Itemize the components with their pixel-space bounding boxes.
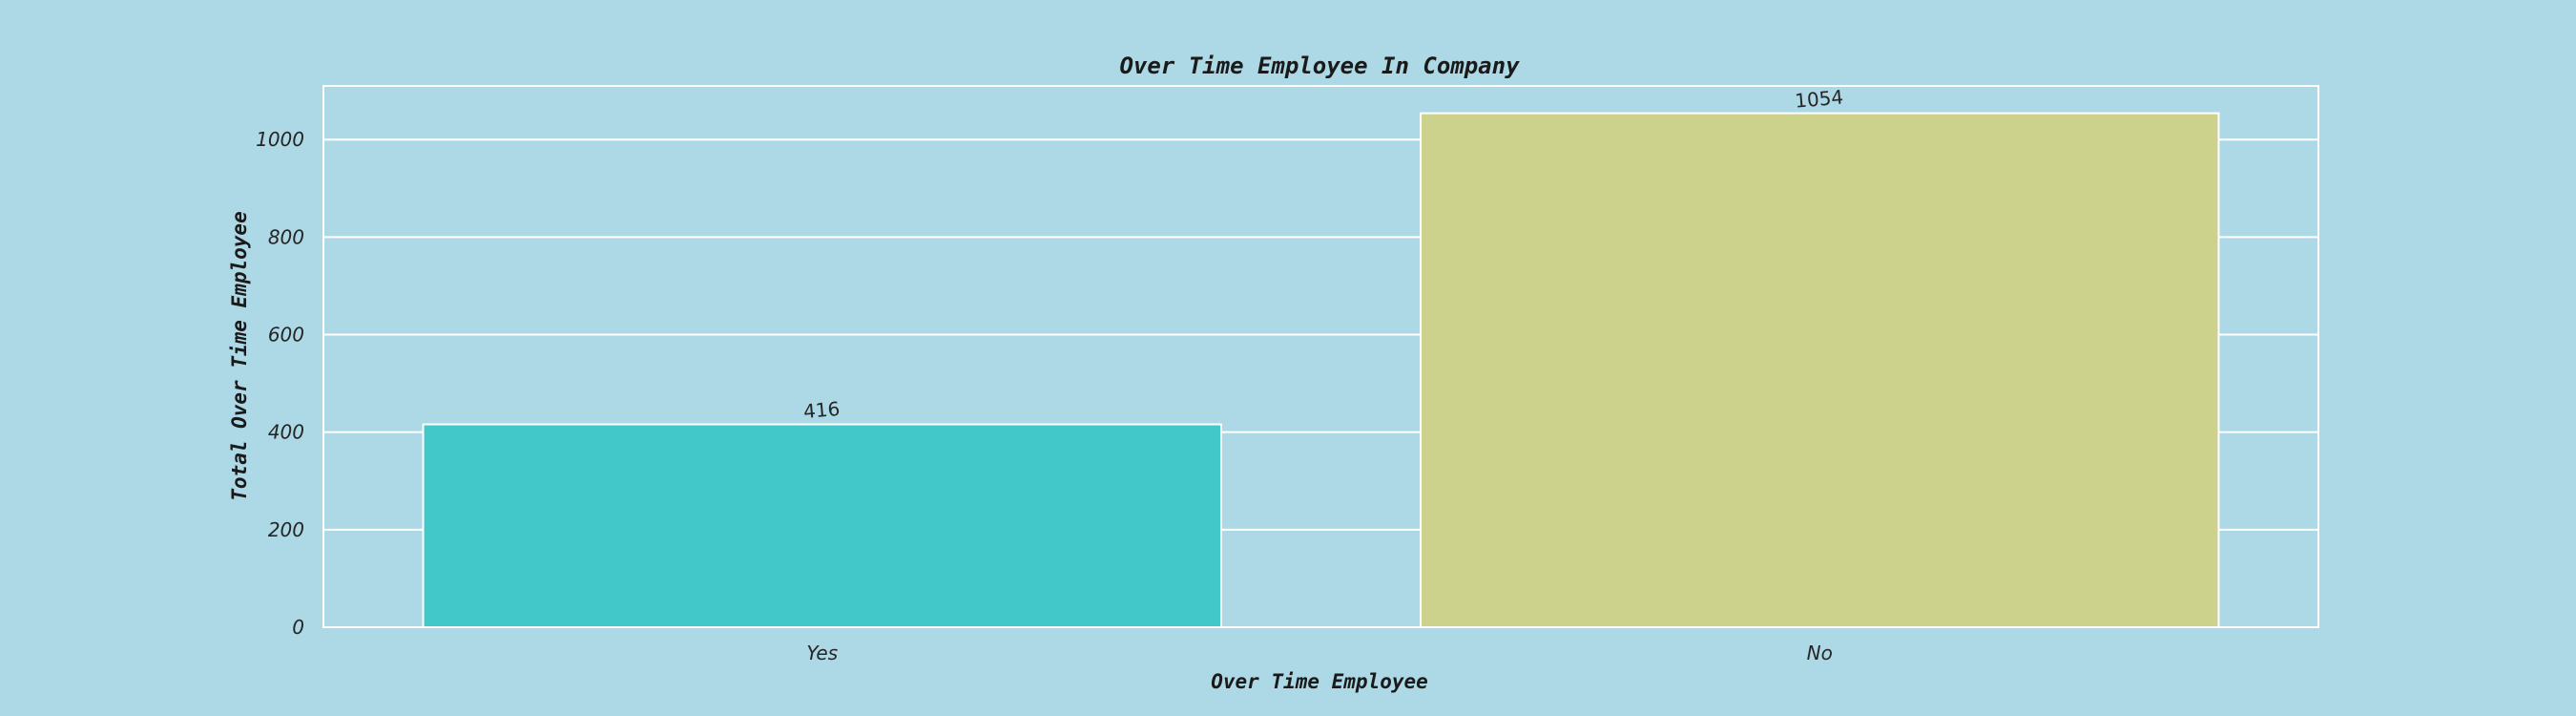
x-tick-labels: Yes No xyxy=(806,642,1832,664)
y-tick-label: 0 xyxy=(292,616,304,639)
x-tick-label: Yes xyxy=(806,642,838,664)
x-tick-label: No xyxy=(1807,642,1833,664)
bar-yes xyxy=(422,423,1222,629)
data-labels: 416 1054 xyxy=(802,85,1844,423)
y-tick-label: 600 xyxy=(268,324,304,347)
x-axis-label: Over Time Employee xyxy=(1211,670,1428,693)
plot-frame xyxy=(322,85,2319,628)
chart-title: Over Time Employee In Company xyxy=(1119,53,1520,79)
y-tick-label: 400 xyxy=(268,421,304,444)
y-tick-label: 1000 xyxy=(256,128,304,151)
y-tick-label: 800 xyxy=(268,225,304,248)
y-axis-label: Total Over Time Employee xyxy=(228,211,251,500)
data-label: 1054 xyxy=(1794,85,1844,112)
data-label: 416 xyxy=(802,397,841,423)
y-tick-labels: 0 200 400 600 800 1000 xyxy=(256,128,304,639)
y-tick-label: 200 xyxy=(268,518,304,541)
bars xyxy=(422,112,2220,629)
bar-no xyxy=(1420,112,2220,628)
